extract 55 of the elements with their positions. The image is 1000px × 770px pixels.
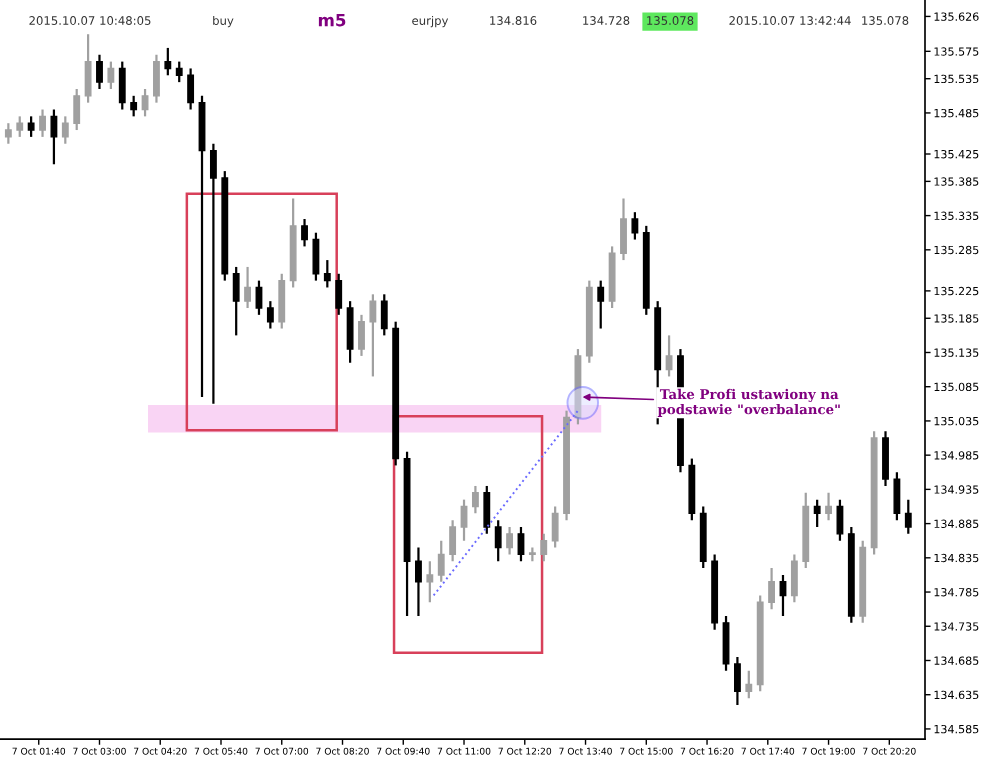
candlestick xyxy=(426,560,434,604)
candlestick xyxy=(608,245,616,310)
candlestick xyxy=(84,33,92,104)
candlestick xyxy=(301,217,308,248)
candlestick xyxy=(483,484,491,535)
candlestick xyxy=(494,519,502,563)
candlestick xyxy=(699,505,707,570)
candlestick xyxy=(50,108,58,166)
candlestick xyxy=(164,46,172,77)
annotation: m5 xyxy=(318,14,346,27)
candlestick xyxy=(209,142,217,405)
candlestick xyxy=(16,115,24,138)
candlestick xyxy=(39,108,46,138)
candlestick xyxy=(790,553,798,604)
candlestick xyxy=(882,430,889,488)
candlestick xyxy=(4,122,12,145)
candlestick xyxy=(118,60,126,111)
candlestick xyxy=(175,60,183,84)
candlestick xyxy=(471,484,479,515)
candlestick xyxy=(335,272,343,316)
candlestick xyxy=(380,293,388,337)
candlestick xyxy=(73,87,81,132)
candlestick xyxy=(107,60,115,91)
candlestick xyxy=(312,231,320,282)
candlestick xyxy=(904,498,912,535)
candlestick xyxy=(130,94,138,118)
candlestick xyxy=(278,272,286,330)
candlestick xyxy=(768,566,776,611)
candlestick xyxy=(893,471,901,522)
candlestick xyxy=(540,532,548,563)
candlestick xyxy=(733,655,741,707)
candlestick xyxy=(551,505,559,549)
candlestick xyxy=(323,258,331,289)
candlestick xyxy=(631,211,639,241)
candlestick xyxy=(232,265,240,337)
candlestick xyxy=(27,115,35,138)
candlestick xyxy=(688,457,696,522)
candlestick xyxy=(153,53,160,104)
candlestick xyxy=(415,546,422,618)
candlestick xyxy=(825,491,832,522)
candlestick xyxy=(745,669,753,700)
candlestick xyxy=(449,519,457,563)
candlestick xyxy=(597,279,605,330)
candlestick xyxy=(266,300,274,330)
candlestick xyxy=(813,498,821,529)
candlestick xyxy=(358,313,365,358)
candlestick xyxy=(346,300,354,364)
candlestick xyxy=(506,525,514,556)
candlestick xyxy=(437,539,445,583)
candlestick xyxy=(187,67,195,111)
candlestick xyxy=(61,115,69,145)
candlestick xyxy=(620,197,627,262)
candlestick xyxy=(369,293,377,378)
candlestick xyxy=(96,53,103,91)
candlestick xyxy=(244,265,252,310)
